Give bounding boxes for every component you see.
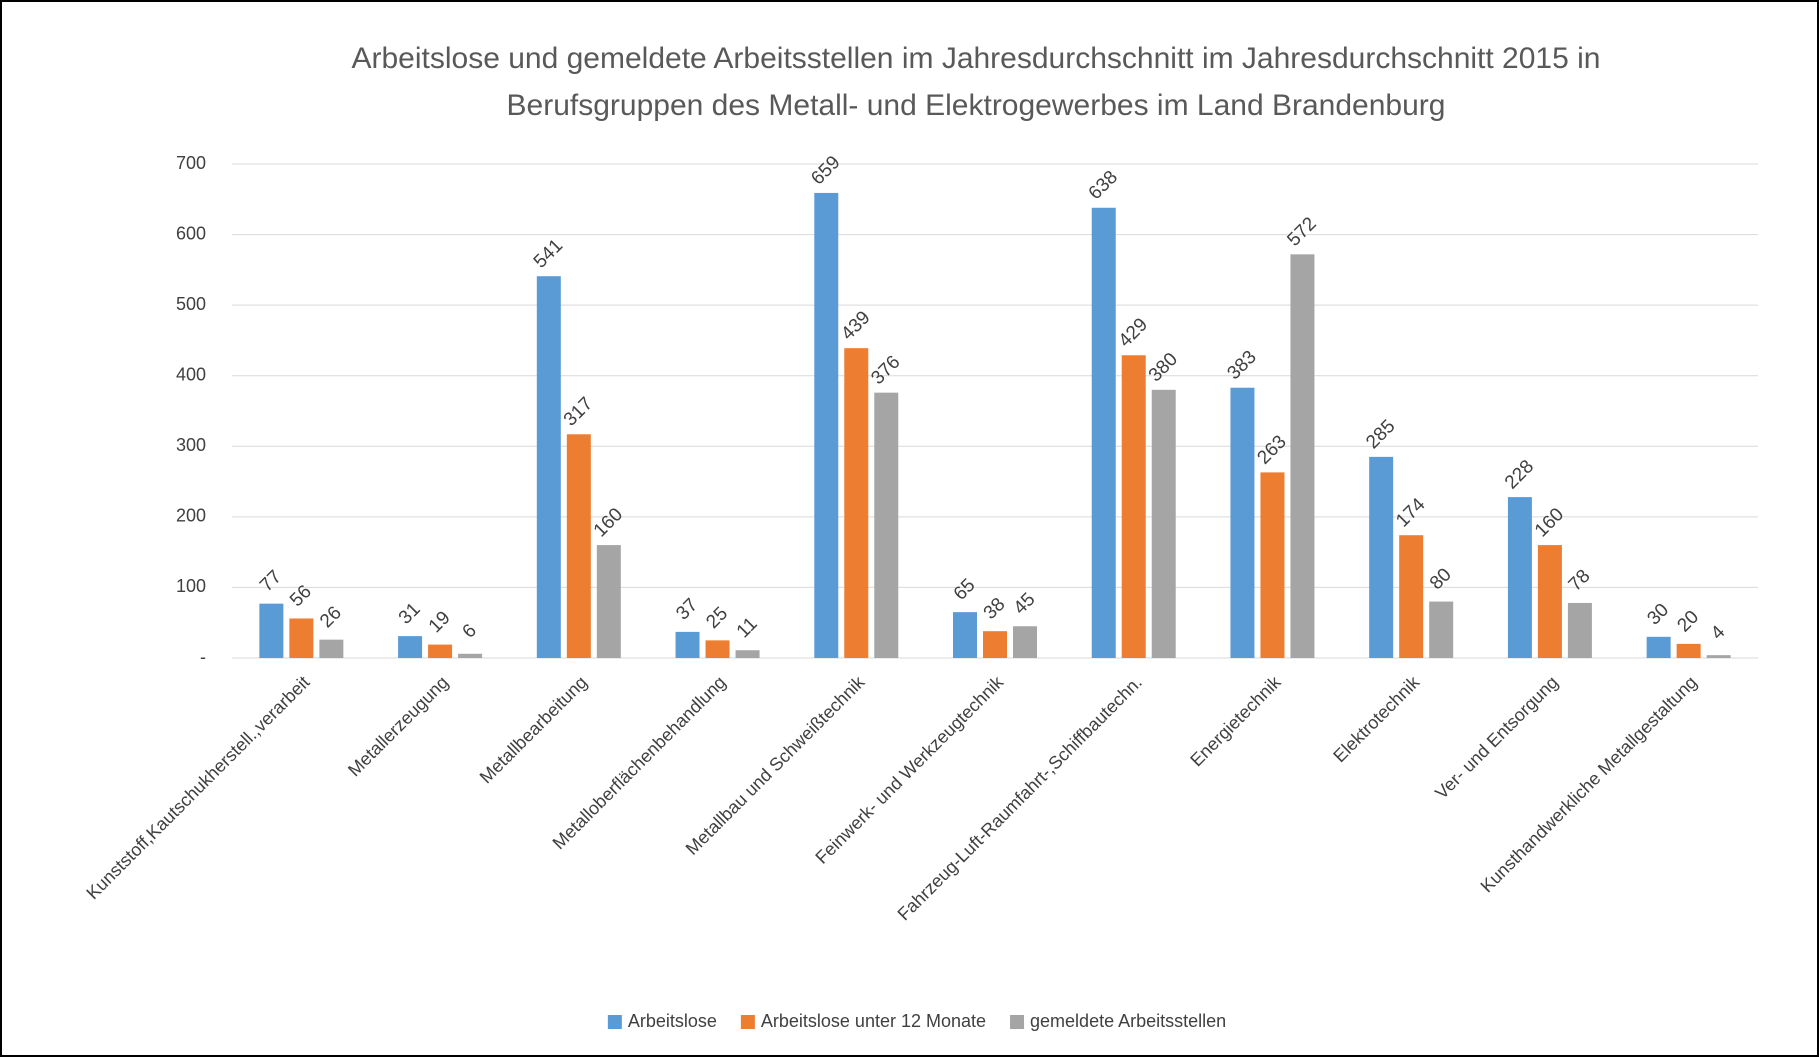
chart-title: Arbeitslose und gemeldete Arbeitsstellen… (352, 42, 1601, 122)
bar (1429, 601, 1454, 658)
bar (1567, 602, 1592, 658)
bar (675, 631, 700, 658)
bar (814, 192, 839, 659)
legend-swatch (1010, 1015, 1025, 1029)
bar (259, 603, 284, 658)
bar (1290, 254, 1315, 658)
bar (1507, 497, 1532, 658)
y-tick-label: 500 (176, 294, 206, 314)
bar (1013, 626, 1037, 658)
bar (398, 636, 423, 658)
bar (1121, 355, 1146, 658)
bar (289, 618, 314, 658)
y-tick-label: 100 (176, 576, 206, 596)
bar (735, 650, 760, 658)
y-tick-label: - (200, 647, 206, 667)
legend-label: Arbeitslose unter 12 Monate (761, 1011, 986, 1031)
bar (428, 644, 453, 658)
y-tick-label: 400 (176, 364, 206, 384)
bar (983, 631, 1007, 658)
legend-label: Arbeitslose (628, 1011, 717, 1031)
bar (1399, 535, 1424, 658)
bar (1676, 643, 1701, 658)
bar (1369, 456, 1394, 658)
bar (705, 640, 730, 658)
bar (1646, 636, 1671, 658)
bar (1537, 545, 1562, 658)
bar (1230, 387, 1255, 658)
bar (536, 276, 561, 658)
legend-swatch (607, 1015, 622, 1029)
legend-label: gemeldete Arbeitsstellen (1030, 1011, 1226, 1031)
bar (1706, 655, 1731, 658)
bar (566, 434, 591, 658)
y-tick-label: 600 (176, 223, 206, 243)
y-tick-label: 700 (176, 153, 206, 173)
bar (874, 392, 899, 658)
bar (319, 639, 344, 658)
bar (1091, 207, 1116, 659)
bar (844, 348, 869, 658)
legend-swatch (740, 1015, 755, 1029)
bar (1260, 472, 1285, 658)
y-tick-label: 300 (176, 435, 206, 455)
bar (1151, 389, 1176, 658)
bar (953, 612, 977, 658)
bar (596, 545, 621, 658)
bar (458, 653, 483, 658)
y-tick-label: 200 (176, 506, 206, 526)
